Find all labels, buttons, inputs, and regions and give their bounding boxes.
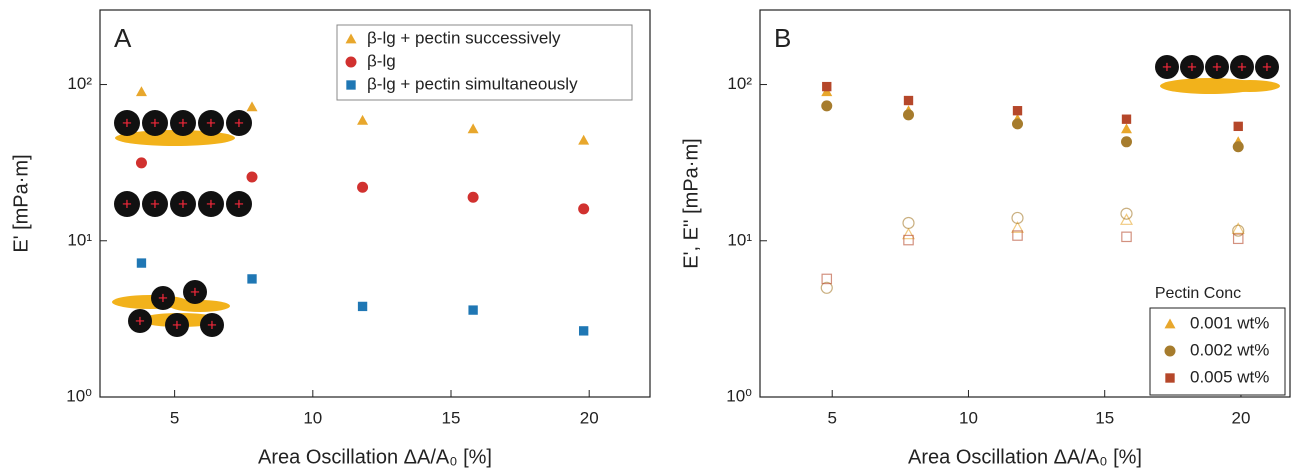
svg-text:+: + — [190, 282, 200, 301]
svg-text:+: + — [178, 113, 188, 132]
marker — [357, 114, 369, 125]
marker — [821, 100, 833, 112]
marker — [357, 181, 369, 193]
svg-text:+: + — [234, 194, 244, 213]
legend-label: 0.001 wt% — [1190, 313, 1269, 332]
marker — [578, 326, 589, 336]
x-tick-label: 20 — [1231, 408, 1250, 427]
y-tick-label: 10² — [727, 74, 752, 93]
marker — [1011, 211, 1024, 225]
marker — [1010, 221, 1025, 233]
marker — [1164, 345, 1176, 357]
marker — [1012, 106, 1023, 116]
marker — [1121, 123, 1133, 134]
svg-text:+: + — [234, 113, 244, 132]
svg-text:+: + — [150, 113, 160, 132]
y-tick-label: 10¹ — [727, 230, 752, 249]
marker — [135, 86, 147, 97]
x-tick-label: 15 — [442, 408, 461, 427]
svg-text:+: + — [178, 194, 188, 213]
marker — [1121, 136, 1133, 148]
y-tick-label: 10⁰ — [726, 386, 752, 405]
marker — [821, 273, 833, 285]
marker — [467, 123, 479, 134]
marker — [136, 258, 147, 268]
x-tick-label: 10 — [303, 408, 322, 427]
marker — [820, 281, 833, 294]
svg-text:+: + — [135, 311, 145, 330]
svg-text:+: + — [206, 194, 216, 213]
marker — [903, 95, 914, 106]
marker — [468, 305, 478, 315]
marker — [1119, 213, 1134, 225]
legend-label: β-lg + pectin successively — [367, 28, 561, 47]
marker — [578, 203, 590, 215]
svg-text:+: + — [150, 194, 160, 213]
marker — [246, 101, 258, 112]
marker — [1120, 207, 1133, 220]
marker — [1232, 141, 1244, 153]
marker — [346, 80, 356, 90]
y-axis-label: E', E'' [mPa·m] — [680, 138, 702, 268]
marker — [903, 109, 915, 121]
marker — [1121, 114, 1132, 124]
x-axis-label: Area Oscillation ΔA/A₀ [%] — [908, 446, 1142, 468]
y-tick-label: 10⁰ — [66, 386, 92, 405]
marker — [1233, 121, 1243, 132]
marker — [1165, 373, 1175, 383]
x-axis-label: Area Oscillation ΔA/A₀ [%] — [258, 446, 492, 468]
panel-label: B — [774, 23, 791, 53]
legend-label: 0.005 wt% — [1190, 367, 1269, 386]
svg-text:+: + — [1187, 57, 1197, 76]
y-tick-label: 10² — [67, 74, 92, 93]
marker — [247, 274, 257, 284]
marker — [903, 234, 914, 246]
marker — [246, 171, 258, 183]
marker — [467, 191, 479, 203]
svg-text:+: + — [1162, 57, 1172, 76]
marker — [1012, 118, 1024, 130]
marker — [1164, 318, 1176, 329]
marker — [1232, 224, 1245, 237]
x-tick-label: 10 — [959, 408, 978, 427]
marker — [1231, 222, 1245, 234]
svg-text:+: + — [1262, 57, 1272, 76]
marker — [1232, 233, 1244, 245]
legend-label: β-lg — [367, 51, 396, 70]
plot-frame — [759, 9, 1291, 398]
x-tick-label: 20 — [580, 408, 599, 427]
marker — [357, 301, 368, 312]
panel-label: A — [114, 23, 132, 53]
svg-text:+: + — [158, 288, 168, 307]
legend-title: Pectin Conc — [1155, 285, 1241, 302]
marker — [901, 227, 916, 240]
plot-frame — [99, 9, 651, 398]
marker — [135, 157, 147, 169]
marker — [1012, 230, 1023, 241]
svg-text:+: + — [206, 113, 216, 132]
marker — [578, 134, 590, 145]
svg-text:+: + — [1212, 57, 1222, 76]
marker — [345, 33, 357, 44]
x-tick-label: 5 — [170, 408, 179, 427]
svg-text:+: + — [122, 113, 132, 132]
marker — [902, 216, 915, 230]
legend-label: 0.002 wt% — [1190, 340, 1269, 359]
x-tick-label: 15 — [1095, 408, 1114, 427]
legend-label: β-lg + pectin simultaneously — [367, 74, 578, 93]
illustration: + + + + + — [1155, 55, 1280, 94]
legend-box — [336, 24, 633, 101]
svg-text:+: + — [122, 194, 132, 213]
svg-text:+: + — [172, 315, 182, 334]
svg-text:+: + — [207, 315, 217, 334]
y-axis-label: E' [mPa·m] — [10, 154, 32, 252]
marker — [345, 56, 357, 68]
marker — [1121, 231, 1132, 243]
illustration: + + + + + + + + + + + ++ + + — [112, 110, 252, 337]
y-tick-label: 10¹ — [67, 230, 92, 249]
x-tick-label: 5 — [827, 408, 836, 427]
marker — [822, 81, 832, 92]
svg-text:+: + — [1237, 57, 1247, 76]
